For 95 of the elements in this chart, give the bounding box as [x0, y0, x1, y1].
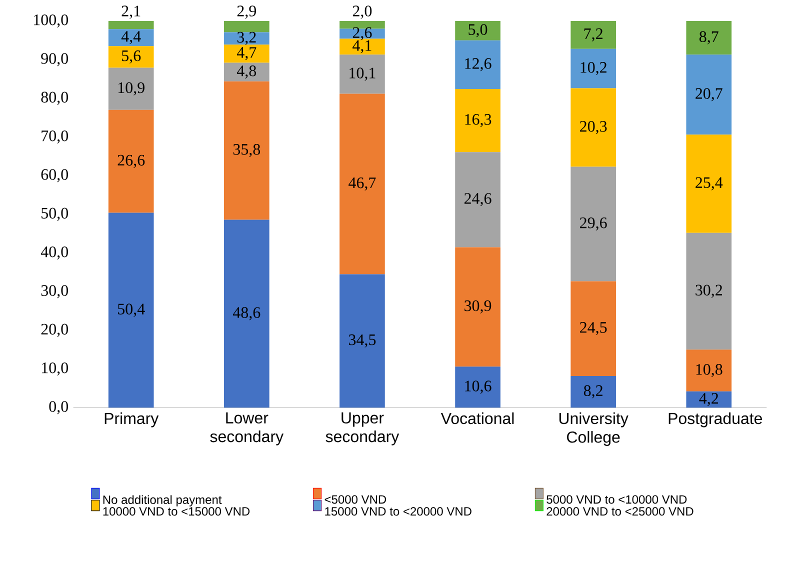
y-tick-label: 80,0 [41, 92, 68, 105]
data-label: 4,8 [236, 65, 256, 79]
legend-label: 5000 VND to <10000 VND [546, 495, 687, 504]
bar [686, 391, 732, 408]
bar [686, 134, 732, 233]
legend-label: 15000 VND to <20000 VND [325, 507, 472, 516]
data-label: 26,6 [118, 154, 145, 168]
bar [108, 21, 154, 30]
bar [224, 62, 270, 82]
bar [340, 54, 385, 94]
legend-label: <5000 VND [324, 495, 386, 504]
data-label: 16,3 [465, 114, 492, 128]
data-label: 10,2 [580, 62, 606, 76]
bar [686, 54, 732, 135]
bar [224, 81, 270, 220]
bar [455, 366, 500, 408]
x-tick-label: Primary [104, 412, 159, 428]
x-tick-label: Postgraduate [668, 412, 762, 428]
bar [340, 38, 385, 55]
data-label: 10,1 [350, 68, 376, 81]
y-tick-label: 20,0 [41, 324, 68, 337]
y-tick-label: 0,0 [49, 401, 68, 414]
x-tick-label: University College [559, 412, 628, 446]
data-label: 8,7 [699, 31, 718, 44]
data-label: 2,0 [352, 6, 372, 19]
bar [455, 152, 500, 248]
data-label: 5,6 [122, 50, 141, 64]
data-label: 10,6 [465, 380, 492, 394]
bar [108, 212, 154, 408]
bar [686, 21, 732, 55]
data-label: 2,6 [352, 27, 372, 40]
data-label: 10,8 [696, 364, 722, 378]
data-label: 24,6 [464, 193, 492, 206]
legend-label: 10000 VND to <15000 VND [103, 507, 250, 516]
x-tick-label: Lower secondary [210, 412, 284, 446]
data-label: 48,6 [232, 307, 260, 320]
bar [108, 46, 154, 68]
bar [455, 21, 500, 40]
data-label: 46,7 [348, 177, 376, 191]
bar [108, 110, 154, 213]
data-label: 10,9 [118, 82, 144, 96]
data-label: 25,4 [696, 177, 723, 190]
data-label: 4,2 [699, 393, 718, 406]
bar [686, 350, 732, 392]
y-tick-label: 90,0 [41, 53, 68, 66]
y-tick-label: 30,0 [41, 285, 68, 298]
data-label: 3,2 [237, 32, 256, 45]
data-label: 4,1 [352, 40, 372, 54]
data-label: 29,6 [580, 217, 607, 231]
bar [455, 247, 500, 367]
bar [224, 32, 270, 45]
data-label: 4,4 [121, 31, 141, 44]
data-label: 7,2 [584, 28, 602, 42]
bar [340, 28, 385, 39]
data-label: 2,1 [122, 6, 140, 19]
data-label: 12,6 [465, 58, 492, 72]
bar [570, 88, 616, 167]
data-label: 2,9 [237, 6, 256, 19]
data-label: 4,7 [236, 47, 256, 60]
legend-label: 20000 VND to <25000 VND [546, 507, 694, 516]
bar [455, 89, 500, 152]
bar [340, 274, 385, 408]
data-label: 5,0 [468, 24, 488, 38]
bar [686, 232, 732, 350]
bar [570, 281, 616, 376]
bar [224, 44, 270, 63]
bar [108, 68, 154, 110]
bar [108, 29, 154, 46]
y-tick-label: 100,0 [34, 14, 68, 28]
y-tick-label: 60,0 [41, 169, 68, 182]
y-tick-label: 10,0 [42, 362, 68, 376]
bar [570, 166, 616, 282]
y-tick-label: 40,0 [40, 246, 68, 260]
x-tick-label: Upper secondary [326, 412, 400, 446]
data-label: 20,3 [580, 120, 607, 134]
y-tick-label: 70,0 [42, 130, 68, 144]
data-label: 24,5 [580, 322, 607, 336]
data-label: 34,5 [348, 334, 376, 348]
data-label: 30,9 [464, 300, 492, 314]
data-label: 8,2 [584, 385, 602, 398]
bar [224, 21, 270, 32]
bar [224, 220, 270, 408]
data-label: 30,2 [696, 284, 722, 298]
bar [340, 21, 385, 29]
bar [570, 48, 616, 88]
x-tick-label: Vocational [440, 412, 514, 424]
data-label: 20,7 [696, 88, 722, 102]
data-label: 35,8 [233, 144, 260, 158]
data-label: 50,4 [118, 304, 145, 317]
bar [570, 376, 616, 408]
legend-label: No additional payment [103, 495, 222, 506]
bar [455, 40, 500, 90]
bar [570, 21, 616, 49]
y-tick-label: 50,0 [42, 208, 68, 221]
bar [340, 94, 385, 274]
